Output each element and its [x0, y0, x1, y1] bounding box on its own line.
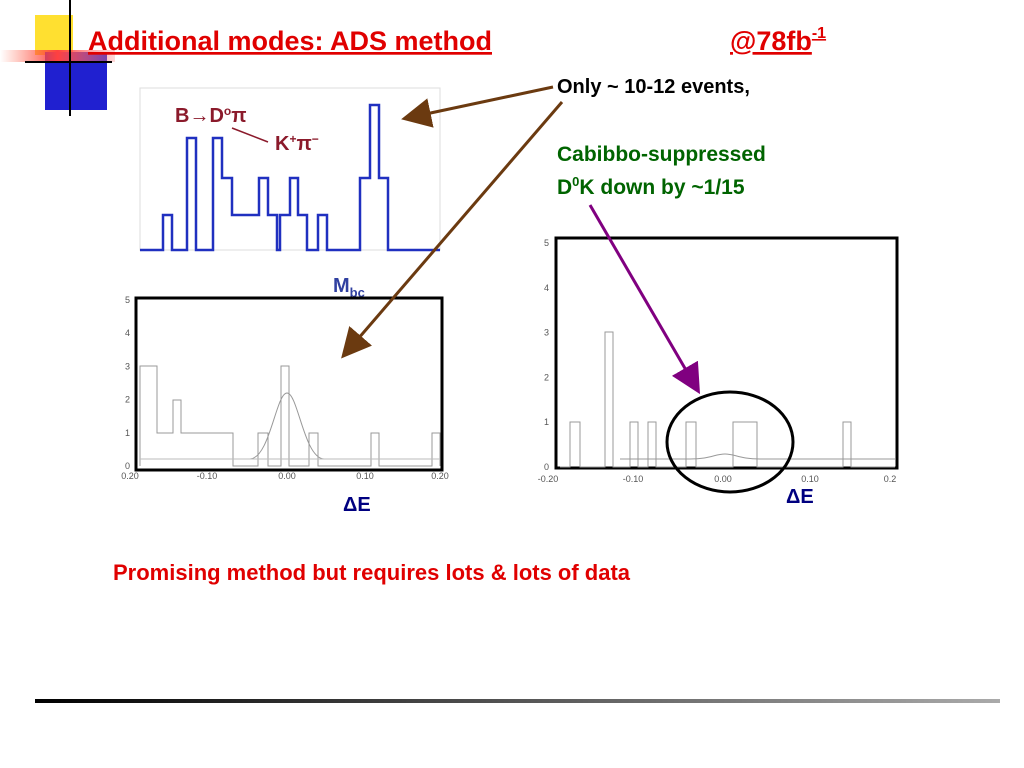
xlabel: ΔE	[786, 486, 814, 508]
y-tick-label: 3	[544, 328, 549, 338]
cabibbo-note: Cabibbo-suppressed	[557, 143, 766, 166]
t: M	[333, 275, 350, 297]
y-tick-label: 5	[544, 238, 549, 248]
y-tick-label: 4	[544, 283, 549, 293]
t: B→D	[175, 105, 224, 127]
y-tick-label: 3	[125, 361, 130, 371]
kpi-label: K+π−	[275, 132, 319, 155]
deco	[35, 15, 73, 55]
decay-label: B→Doπ	[175, 104, 247, 127]
xlabel: Mbc	[333, 275, 365, 300]
t: +	[289, 132, 296, 146]
fit-curve	[620, 453, 895, 460]
t: π	[231, 105, 246, 127]
ticks: 0 1 2 3 4 5 0.20 -0.10 0.00 0.10 0.20	[121, 295, 449, 481]
x-tick-label: 0.00	[714, 474, 732, 484]
footer: Promising method but requires lots & lot…	[113, 560, 631, 585]
plot-frame	[134, 296, 444, 472]
x-tick-label: 0.2	[884, 474, 897, 484]
deco	[0, 50, 115, 62]
y-tick-label: 2	[544, 372, 549, 382]
histogram	[140, 103, 440, 252]
histogram	[139, 365, 441, 467]
y-tick-label: 4	[125, 328, 130, 338]
t: π	[296, 133, 311, 155]
events-note: Only ~ 10-12 events,	[557, 76, 750, 98]
y-tick-label: 1	[125, 428, 130, 438]
x-tick-label: 0.00	[278, 471, 296, 481]
histogram	[560, 331, 895, 468]
title: Additional modes: ADS method	[88, 26, 492, 56]
fit-curve	[249, 392, 325, 460]
x-tick-label: 0.10	[801, 474, 819, 484]
lumi-exp: -1	[812, 25, 826, 42]
x-tick-label: -0.20	[538, 474, 559, 484]
xlabel: ΔE	[343, 494, 371, 516]
x-tick-label: 0.20	[431, 471, 449, 481]
highlight	[665, 390, 795, 494]
t: D	[557, 176, 572, 199]
cabibbo-note: D0K down by ~1/15	[557, 174, 745, 199]
y-tick-label: 5	[125, 295, 130, 305]
arrow	[401, 85, 554, 128]
rule	[35, 699, 1000, 703]
y-tick-label: 2	[125, 395, 130, 405]
arrow	[341, 101, 564, 359]
x-tick-label: 0.20	[121, 471, 139, 481]
x-tick-label: 0.10	[356, 471, 374, 481]
t: 0	[572, 174, 579, 189]
arrow	[231, 127, 269, 143]
t: bc	[350, 285, 365, 300]
arrow	[588, 204, 701, 395]
t: K down by ~1/15	[579, 176, 744, 199]
plot-frame	[139, 87, 441, 251]
t: K	[275, 133, 290, 155]
t: −	[312, 132, 319, 146]
y-tick-label: 0	[544, 462, 549, 472]
t: o	[224, 104, 231, 118]
x-tick-label: -0.10	[197, 471, 218, 481]
x-tick-label: -0.10	[623, 474, 644, 484]
lumi: @78fb-1	[730, 25, 826, 56]
y-tick-label: 1	[544, 417, 549, 427]
plot-frame	[554, 236, 899, 470]
y-tick-label: 0	[125, 461, 130, 471]
ticks: 0 1 2 3 4 5 -0.20 -0.10 0.00 0.10 0.2	[538, 238, 897, 484]
lumi-text: @78fb	[730, 26, 812, 56]
